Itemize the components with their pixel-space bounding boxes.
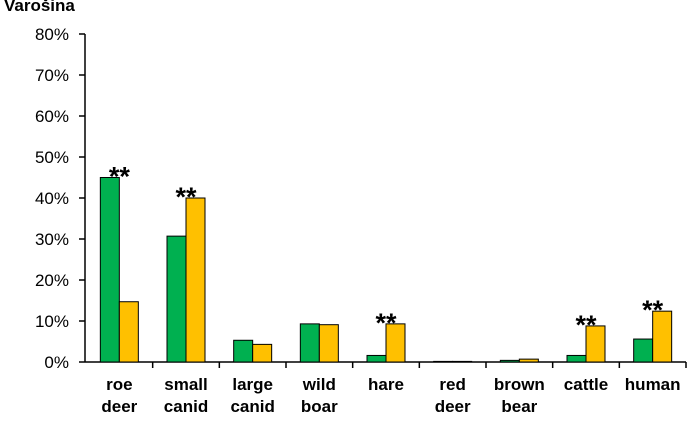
chart-title: Varošina — [4, 0, 75, 15]
y-tick-label: 40% — [35, 189, 69, 208]
category-label: deer — [435, 397, 471, 416]
category-label: roe — [106, 375, 132, 394]
significance-marker: ** — [575, 310, 597, 340]
y-tick-label: 80% — [35, 25, 69, 44]
y-tick-label: 20% — [35, 271, 69, 290]
series-2-bar — [585, 325, 606, 363]
significance-marker: ** — [642, 295, 664, 325]
series-2-bar — [518, 358, 539, 363]
y-tick-label: 10% — [35, 312, 69, 331]
category-label: cattle — [564, 375, 608, 394]
y-tick-label: 50% — [35, 148, 69, 167]
category-label: canid — [164, 397, 208, 416]
bars — [99, 177, 673, 363]
series-2-bar — [185, 197, 206, 363]
category-label: large — [232, 375, 273, 394]
significance-annotations: ** ** ** ** ** — [109, 162, 664, 340]
series-2-bar — [385, 323, 406, 363]
x-axis — [85, 361, 687, 368]
series-1-bar — [299, 323, 320, 363]
category-label: brown — [494, 375, 545, 394]
category-label: bear — [501, 397, 537, 416]
category-label: red — [439, 375, 465, 394]
series-1-bar — [233, 339, 254, 363]
y-tick-label: 0% — [44, 353, 69, 372]
category-label: human — [625, 375, 681, 394]
y-tick-label: 70% — [35, 66, 69, 85]
category-label: hare — [368, 375, 404, 394]
series-1-bar — [99, 177, 120, 363]
series-2-bar — [318, 324, 339, 363]
significance-marker: ** — [375, 308, 397, 338]
y-tick-label: 30% — [35, 230, 69, 249]
category-label: deer — [101, 397, 137, 416]
significance-marker: ** — [175, 182, 197, 212]
category-label: wild — [302, 375, 336, 394]
series-2-bar — [118, 301, 139, 363]
series-1-bar — [499, 359, 520, 363]
series-1-bar — [166, 235, 187, 363]
category-label: small — [164, 375, 207, 394]
y-axis: 0% 10% 20% 30% 40% 50% 60% 70% 80% — [35, 25, 86, 372]
series-1-bar — [566, 354, 587, 363]
y-tick-label: 60% — [35, 107, 69, 126]
series-2-bar — [252, 343, 273, 363]
series-1-bar — [633, 338, 654, 363]
category-label: boar — [301, 397, 338, 416]
series-1-bar — [433, 360, 454, 363]
series-1-bar — [366, 354, 387, 363]
significance-marker: ** — [109, 162, 131, 192]
category-label: canid — [230, 397, 274, 416]
series-2-bar — [652, 310, 673, 363]
category-labels: roe deer small canid large canid wild boar hare r… — [101, 375, 680, 416]
series-2-bar — [452, 360, 473, 363]
